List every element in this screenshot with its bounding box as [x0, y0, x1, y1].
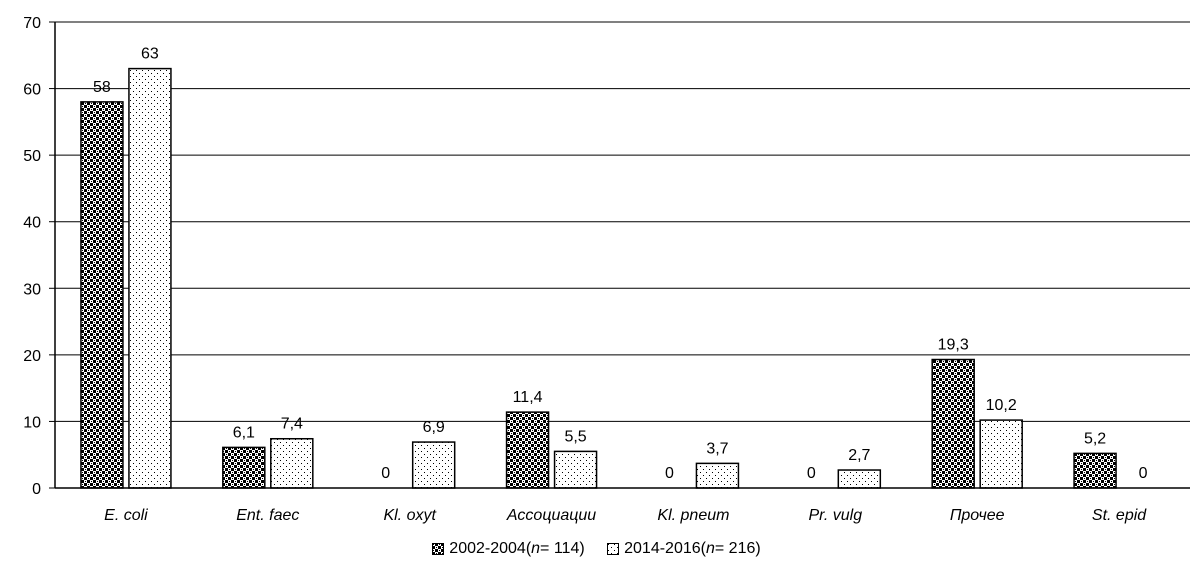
- y-tick-label: 40: [23, 215, 41, 232]
- bar-series-1-2: [222, 446, 266, 489]
- data-label-series-2: 7,4: [281, 416, 303, 433]
- data-label-series-2: 0: [1139, 465, 1148, 482]
- data-label-series-2: 3,7: [706, 440, 728, 457]
- y-tick-label: 70: [23, 15, 41, 32]
- labels: 0 10 20 30 40 50 60 70 58 63 E. coli 6,1 7,4 Ent. fae…: [23, 15, 1147, 524]
- bar-series-1-1: [80, 101, 124, 489]
- x-category-label: E. coli: [104, 507, 148, 524]
- x-category-label: Pr. vulg: [808, 507, 862, 524]
- legend-label-rest: = 216): [714, 540, 761, 557]
- x-category-label: Kl. pneum: [657, 507, 729, 524]
- legend-item-series-1: 2002-2004 (n = 114): [432, 540, 585, 558]
- legend-label-years: 2014-2016: [624, 540, 701, 557]
- axes: [49, 21, 1190, 489]
- legend-swatch-series-2: [607, 543, 620, 555]
- y-tick-label: 0: [32, 481, 41, 498]
- data-label-series-1: 58: [93, 79, 111, 96]
- y-tick-label: 30: [23, 281, 41, 298]
- legend-label-open: (: [525, 540, 532, 557]
- y-tick-label: 20: [23, 348, 41, 365]
- y-tick-label: 50: [23, 148, 41, 165]
- bar-series-2-2: [270, 437, 314, 489]
- y-tick-label: 10: [23, 414, 41, 431]
- x-category-label: Ассоциации: [506, 507, 596, 524]
- legend-label-n-symbol: n: [705, 540, 715, 557]
- data-label-series-2: 2,7: [848, 447, 870, 464]
- x-category-label: Ent. faec: [236, 507, 299, 524]
- bar-series-2-6: [837, 469, 882, 489]
- legend-label-open: (: [700, 540, 706, 557]
- legend-label-rest: = 114): [540, 540, 585, 557]
- legend: 2002-2004 (n = 114) 2014-2016 (n = 216): [0, 540, 1193, 560]
- grid-lines: [55, 21, 1190, 422]
- bar-series-1-8: [1073, 452, 1117, 489]
- x-category-label: Прочее: [950, 507, 1005, 524]
- bar-series-2-4: [553, 450, 598, 489]
- data-label-series-1: 0: [381, 465, 390, 482]
- data-label-series-1: 5,2: [1084, 430, 1106, 447]
- data-label-series-1: 19,3: [938, 337, 969, 354]
- data-label-series-2: 6,9: [423, 419, 445, 436]
- legend-item-series-2: 2014-2016 (n = 216): [607, 540, 761, 558]
- bar-series-2-7: [979, 419, 1023, 489]
- x-category-label: St. epid: [1092, 507, 1147, 524]
- data-label-series-2: 5,5: [564, 428, 586, 445]
- bar-series-2-3: [411, 441, 456, 489]
- y-tick-label: 60: [23, 82, 41, 99]
- data-label-series-1: 0: [665, 465, 674, 482]
- data-label-series-2: 63: [141, 46, 159, 63]
- bar-series-2-5: [695, 462, 740, 489]
- data-label-series-1: 6,1: [233, 424, 255, 441]
- x-category-label: Kl. oxyt: [383, 507, 436, 524]
- legend-label-n-symbol: n: [531, 540, 541, 557]
- bar-series-2-1: [128, 67, 172, 489]
- data-label-series-1: 0: [807, 465, 816, 482]
- data-label-series-1: 11,4: [513, 389, 543, 406]
- bar-series-1-4: [505, 411, 550, 489]
- data-label-series-2: 10,2: [986, 397, 1017, 414]
- legend-swatch-series-1: [432, 543, 445, 555]
- legend-label-years: 2002-2004: [449, 540, 526, 557]
- bar-series-1-7: [931, 358, 975, 489]
